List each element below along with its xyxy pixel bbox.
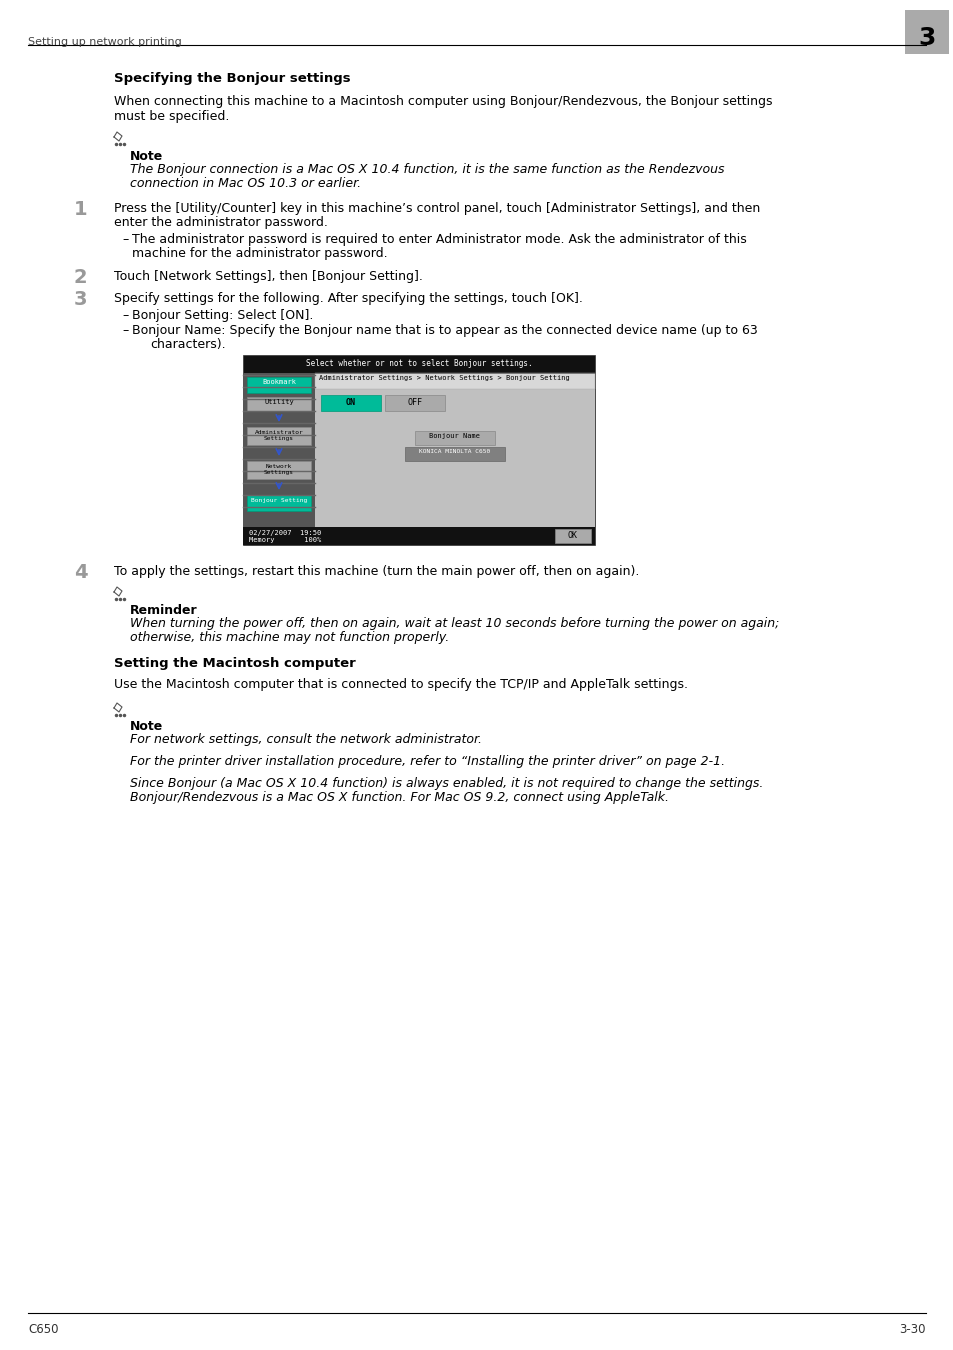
Text: –: – <box>122 309 128 323</box>
Text: Bonjour/Rendezvous is a Mac OS X function. For Mac OS 9.2, connect using AppleTa: Bonjour/Rendezvous is a Mac OS X functio… <box>130 791 668 805</box>
Text: Bonjour Setting: Select [ON].: Bonjour Setting: Select [ON]. <box>132 309 313 323</box>
Bar <box>385 396 444 410</box>
Text: 3: 3 <box>918 26 935 50</box>
Text: 02/27/2007  19:50: 02/27/2007 19:50 <box>249 531 321 536</box>
Text: ON: ON <box>346 398 355 406</box>
Bar <box>555 529 590 543</box>
Text: connection in Mac OS 10.3 or earlier.: connection in Mac OS 10.3 or earlier. <box>130 177 361 190</box>
Bar <box>247 460 311 479</box>
Text: KONICA MINOLTA C650: KONICA MINOLTA C650 <box>419 450 490 454</box>
Bar <box>415 431 495 446</box>
Text: characters).: characters). <box>150 338 226 351</box>
Bar <box>314 373 595 526</box>
Bar <box>243 373 314 526</box>
Text: enter the administrator password.: enter the administrator password. <box>113 216 328 230</box>
Text: Bookmark: Bookmark <box>262 379 295 385</box>
Text: Specifying the Bonjour settings: Specifying the Bonjour settings <box>113 72 351 85</box>
Text: –: – <box>122 234 128 246</box>
Bar <box>405 447 504 460</box>
Text: OFF: OFF <box>407 398 422 406</box>
Text: Reminder: Reminder <box>130 603 197 617</box>
Text: otherwise, this machine may not function properly.: otherwise, this machine may not function… <box>130 630 449 644</box>
Text: For network settings, consult the network administrator.: For network settings, consult the networ… <box>130 733 481 747</box>
Bar <box>314 373 595 389</box>
Text: machine for the administrator password.: machine for the administrator password. <box>132 247 387 261</box>
Bar <box>243 526 595 545</box>
Text: Memory       100%: Memory 100% <box>249 537 321 543</box>
Text: For the printer driver installation procedure, refer to “Installing the printer : For the printer driver installation proc… <box>130 755 724 768</box>
Text: 3-30: 3-30 <box>899 1323 925 1336</box>
Text: To apply the settings, restart this machine (turn the main power off, then on ag: To apply the settings, restart this mach… <box>113 566 639 578</box>
Text: OK: OK <box>567 531 578 540</box>
Bar <box>243 355 595 545</box>
Text: Press the [Utility/Counter] key in this machine’s control panel, touch [Administ: Press the [Utility/Counter] key in this … <box>113 202 760 215</box>
Bar <box>247 397 311 410</box>
Text: must be specified.: must be specified. <box>113 109 229 123</box>
Text: 1: 1 <box>74 200 88 219</box>
Text: The administrator password is required to enter Administrator mode. Ask the admi: The administrator password is required t… <box>132 234 746 246</box>
Text: Note: Note <box>130 720 163 733</box>
Text: When connecting this machine to a Macintosh computer using Bonjour/Rendezvous, t: When connecting this machine to a Macint… <box>113 95 772 108</box>
Text: Administrator
Settings: Administrator Settings <box>254 431 303 441</box>
Text: Setting up network printing: Setting up network printing <box>28 36 182 47</box>
Bar <box>320 396 380 410</box>
Text: When turning the power off, then on again, wait at least 10 seconds before turni: When turning the power off, then on agai… <box>130 617 779 630</box>
Text: Select whether or not to select Bonjour settings.: Select whether or not to select Bonjour … <box>305 359 532 369</box>
Text: Touch [Network Settings], then [Bonjour Setting].: Touch [Network Settings], then [Bonjour … <box>113 270 422 284</box>
Text: Bonjour Setting: Bonjour Setting <box>251 498 307 504</box>
Text: Since Bonjour (a Mac OS X 10.4 function) is always enabled, it is not required t: Since Bonjour (a Mac OS X 10.4 function)… <box>130 778 762 790</box>
Text: Specify settings for the following. After specifying the settings, touch [OK].: Specify settings for the following. Afte… <box>113 292 582 305</box>
Text: Network
Settings: Network Settings <box>264 464 294 475</box>
Text: 3: 3 <box>74 290 88 309</box>
Bar <box>247 377 311 393</box>
Text: Use the Macintosh computer that is connected to specify the TCP/IP and AppleTalk: Use the Macintosh computer that is conne… <box>113 678 687 691</box>
Text: Note: Note <box>130 150 163 163</box>
Text: –: – <box>122 324 128 338</box>
Text: The Bonjour connection is a Mac OS X 10.4 function, it is the same function as t: The Bonjour connection is a Mac OS X 10.… <box>130 163 723 176</box>
Text: Setting the Macintosh computer: Setting the Macintosh computer <box>113 657 355 670</box>
Text: Bonjour Name: Bonjour Name <box>429 433 480 439</box>
Bar <box>904 9 948 54</box>
Text: 2: 2 <box>74 269 88 288</box>
Text: C650: C650 <box>28 1323 58 1336</box>
Text: 4: 4 <box>74 563 88 582</box>
Text: Utility: Utility <box>264 400 294 405</box>
Bar <box>247 427 311 446</box>
Text: Administrator Settings > Network Settings > Bonjour Setting: Administrator Settings > Network Setting… <box>318 375 569 381</box>
Text: Bonjour Name: Specify the Bonjour name that is to appear as the connected device: Bonjour Name: Specify the Bonjour name t… <box>132 324 757 338</box>
Bar <box>247 495 311 512</box>
